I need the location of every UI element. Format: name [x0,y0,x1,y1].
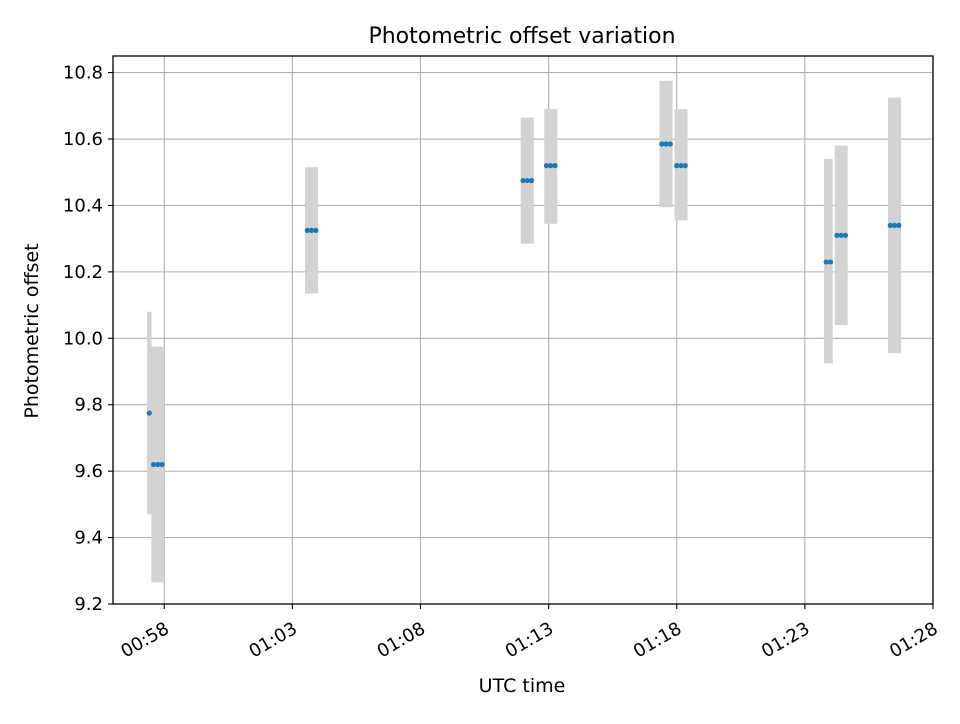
data-point [682,163,688,169]
y-axis-label: Photometric offset [21,243,43,418]
data-point [552,163,558,169]
data-point [891,222,898,228]
data-point [887,222,893,228]
data-point [313,227,319,233]
data-point [308,227,315,233]
y-tick-label: 9.6 [74,461,103,482]
data-point [842,232,849,238]
data-point [678,163,684,169]
data-point [150,461,157,468]
data-point [543,163,550,169]
data-point [823,259,829,265]
data-point [146,410,152,416]
data-point [520,177,526,184]
data-point [659,141,665,147]
data-point [896,222,902,228]
y-axis-ticks: 9.2 9.4 9.6 9.8 10.0 10.2 10.4 10.6 10.8 [63,63,113,615]
x-axis-label: UTC time [479,675,566,697]
data-point [674,163,680,169]
y-tick-label: 10.4 [63,195,103,216]
data-point [548,163,554,169]
y-tick-label: 9.4 [74,528,103,549]
data-points [146,141,902,468]
y-tick-label: 10.8 [63,63,103,84]
chart-title: Photometric offset variation [368,24,675,49]
data-point [155,461,161,468]
y-tick-label: 10.2 [63,262,103,283]
data-point [663,141,669,147]
data-point [528,177,535,184]
data-point [667,141,673,147]
data-point [827,259,834,265]
y-tick-label: 9.2 [74,594,103,615]
y-tick-label: 10.0 [63,328,103,349]
data-point [838,232,844,238]
data-point [159,461,165,468]
data-point [304,227,310,233]
x-axis-ticks: 00:58 01:03 01:08 01:13 01:18 01:23 01:28 [117,604,942,662]
data-point [524,177,530,184]
y-tick-label: 9.8 [74,395,103,416]
y-tick-label: 10.6 [63,129,103,150]
plot-frame [112,55,934,605]
data-point [834,232,840,238]
